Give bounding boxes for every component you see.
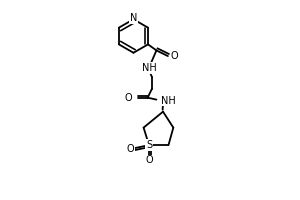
Text: O: O — [124, 93, 132, 103]
Text: NH: NH — [161, 96, 176, 106]
Text: NH: NH — [142, 63, 156, 73]
Text: O: O — [127, 144, 134, 154]
Text: O: O — [145, 155, 153, 165]
Text: O: O — [170, 51, 178, 61]
Text: S: S — [146, 140, 152, 150]
Text: N: N — [130, 13, 137, 23]
